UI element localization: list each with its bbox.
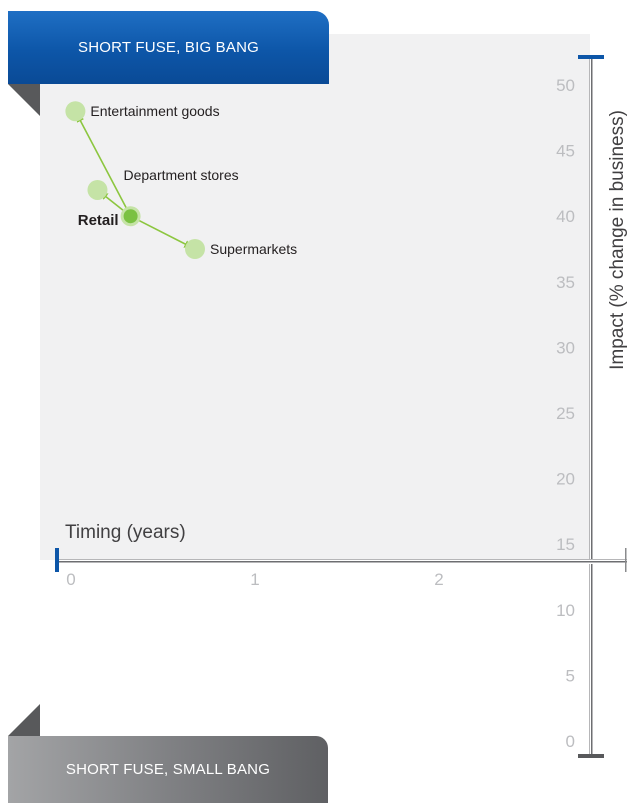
banner-short-fuse-small-bang: SHORT FUSE, SMALL BANG bbox=[8, 736, 328, 803]
x-axis-line bbox=[57, 559, 627, 564]
y-axis-title: Impact (% change in business) bbox=[607, 110, 628, 370]
point-label: Department stores bbox=[123, 167, 238, 183]
x-axis-right-cap bbox=[625, 548, 627, 572]
point-label: Supermarkets bbox=[210, 241, 297, 257]
y-tick-label: 40 bbox=[556, 207, 575, 226]
y-axis-bottom-cap bbox=[578, 754, 604, 758]
y-tick-label: 20 bbox=[556, 470, 575, 489]
x-tick-label: 1 bbox=[250, 570, 259, 589]
y-tick-label: 0 bbox=[566, 732, 575, 751]
trend-arrow bbox=[76, 113, 129, 212]
x-tick-label: 2 bbox=[434, 570, 443, 589]
banner-bottom-label: SHORT FUSE, SMALL BANG bbox=[65, 761, 271, 778]
trend-arrow bbox=[135, 218, 193, 248]
bottom-fold-shadow bbox=[8, 704, 40, 736]
plot-panel bbox=[40, 34, 590, 560]
x-axis-title: Timing (years) bbox=[65, 522, 186, 543]
y-tick-label: 5 bbox=[566, 666, 575, 685]
point-subsector bbox=[65, 101, 86, 122]
point-subsector bbox=[185, 239, 205, 259]
top-fold-shadow bbox=[8, 84, 40, 116]
banner-short-fuse-big-bang: SHORT FUSE, BIG BANG bbox=[8, 11, 329, 84]
banner-top-label: SHORT FUSE, BIG BANG bbox=[78, 39, 259, 56]
y-tick-label: 25 bbox=[556, 404, 575, 423]
y-axis-line bbox=[589, 58, 594, 755]
x-tick-label: 0 bbox=[66, 570, 75, 589]
y-tick-label: 50 bbox=[556, 76, 575, 95]
point-label: Retail bbox=[78, 212, 119, 229]
trend-arrow bbox=[99, 191, 127, 214]
point-label: Entertainment goods bbox=[90, 103, 219, 119]
point-subsector bbox=[87, 179, 108, 200]
point-retail bbox=[123, 209, 138, 224]
y-tick-label: 30 bbox=[556, 338, 575, 357]
y-tick-label: 35 bbox=[556, 273, 575, 292]
y-tick-label: 45 bbox=[556, 142, 575, 161]
y-tick-label: 10 bbox=[556, 601, 575, 620]
y-axis-top-cap bbox=[578, 55, 604, 59]
y-tick-label: 15 bbox=[556, 535, 575, 554]
x-axis-left-cap bbox=[55, 548, 59, 572]
